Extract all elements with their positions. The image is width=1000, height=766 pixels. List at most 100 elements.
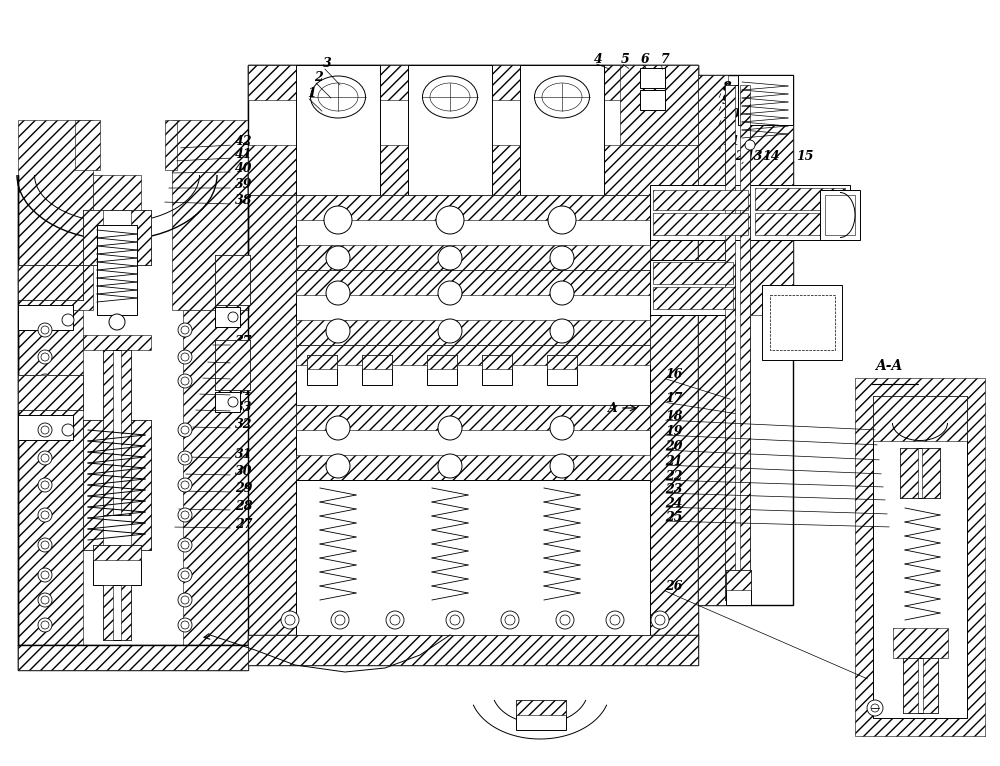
Text: 6: 6 (641, 53, 650, 66)
Bar (542, 195, 564, 395)
Text: 35: 35 (235, 369, 253, 382)
Bar (103, 350, 131, 515)
Circle shape (281, 611, 299, 629)
Bar (18, 645, 248, 670)
Circle shape (109, 314, 125, 330)
Circle shape (62, 424, 74, 436)
Bar (18, 375, 83, 410)
Text: 14: 14 (762, 150, 780, 163)
Circle shape (655, 615, 665, 625)
Circle shape (38, 350, 52, 364)
Bar (740, 85, 750, 600)
Bar (362, 355, 392, 369)
Bar (248, 195, 296, 640)
Text: 32: 32 (235, 418, 253, 431)
Text: 27: 27 (235, 518, 253, 531)
Bar (307, 355, 337, 369)
Bar (820, 190, 860, 240)
Bar (296, 195, 650, 220)
Bar (103, 585, 131, 640)
Circle shape (331, 611, 349, 629)
Circle shape (438, 416, 462, 440)
Bar (725, 85, 750, 600)
Circle shape (62, 314, 74, 326)
Bar (296, 480, 650, 635)
Circle shape (326, 319, 350, 343)
Bar (18, 265, 83, 300)
Bar (923, 658, 938, 713)
Bar (362, 355, 392, 385)
Circle shape (228, 312, 238, 322)
Circle shape (438, 454, 462, 478)
Bar (296, 195, 650, 270)
Text: 1: 1 (307, 87, 316, 100)
Bar (620, 65, 698, 145)
Circle shape (390, 615, 400, 625)
Circle shape (386, 611, 404, 629)
Bar (307, 355, 337, 385)
Bar (296, 345, 650, 405)
Bar (75, 120, 100, 170)
Text: 19: 19 (665, 425, 682, 438)
Text: 42: 42 (235, 135, 253, 148)
Bar (650, 260, 735, 315)
Bar (18, 305, 73, 330)
Text: 40: 40 (235, 162, 253, 175)
Bar (547, 355, 577, 369)
Bar (18, 645, 248, 670)
Bar (900, 448, 918, 498)
Circle shape (178, 323, 192, 337)
Text: 13: 13 (745, 150, 763, 163)
Bar (296, 270, 650, 345)
Bar (93, 545, 141, 560)
Bar (296, 65, 380, 195)
Bar (18, 120, 93, 310)
Bar (640, 90, 665, 110)
Bar (650, 185, 750, 240)
Circle shape (285, 615, 295, 625)
Text: 10: 10 (722, 108, 740, 121)
Bar (83, 420, 151, 550)
Text: 7: 7 (661, 53, 670, 66)
Bar (755, 213, 845, 235)
Bar (360, 195, 382, 395)
Circle shape (450, 615, 460, 625)
Bar (215, 340, 250, 390)
Bar (922, 448, 940, 498)
Bar (296, 455, 650, 480)
Circle shape (178, 508, 192, 522)
Text: 12: 12 (727, 150, 744, 163)
Circle shape (38, 508, 52, 522)
Circle shape (436, 206, 464, 234)
Text: 18: 18 (665, 410, 682, 423)
Circle shape (178, 374, 192, 388)
Bar (482, 355, 512, 369)
Circle shape (178, 538, 192, 552)
Bar (296, 270, 650, 295)
Bar (103, 350, 113, 515)
Bar (18, 415, 73, 440)
Bar (698, 75, 728, 605)
Circle shape (178, 423, 192, 437)
Text: 25: 25 (665, 511, 682, 524)
Bar (248, 145, 698, 195)
Bar (296, 345, 650, 365)
Circle shape (438, 281, 462, 305)
Text: 38: 38 (235, 194, 253, 207)
Text: 33: 33 (235, 401, 253, 414)
Bar (855, 378, 985, 736)
Bar (248, 65, 698, 195)
Bar (653, 287, 733, 309)
Circle shape (178, 568, 192, 582)
Circle shape (178, 451, 192, 465)
Circle shape (326, 416, 350, 440)
Text: A-A: A-A (875, 359, 902, 373)
Bar (215, 340, 250, 390)
Text: 31: 31 (235, 448, 253, 461)
Circle shape (326, 454, 350, 478)
Text: 5: 5 (621, 53, 630, 66)
Circle shape (38, 568, 52, 582)
Bar (698, 75, 793, 605)
Bar (653, 190, 748, 210)
Bar (770, 295, 835, 350)
